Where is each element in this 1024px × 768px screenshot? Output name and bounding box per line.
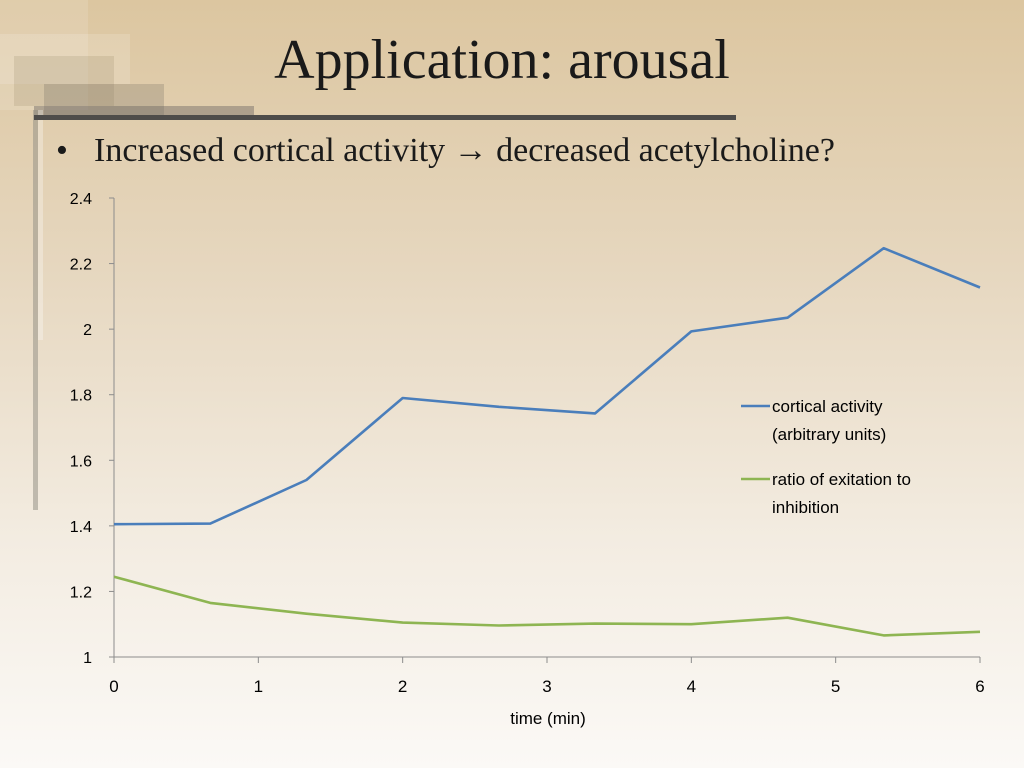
title-underline — [34, 115, 736, 120]
x-tick-label: 4 — [687, 677, 696, 696]
y-tick-label: 1.4 — [70, 519, 92, 536]
y-tick-label: 1.8 — [70, 388, 92, 405]
vertical-decoration — [33, 110, 38, 510]
bullet-point: • Increased cortical activity → decreased… — [56, 132, 835, 170]
y-tick-label: 1.2 — [70, 584, 92, 601]
corner-decoration — [0, 34, 130, 84]
corner-decoration — [0, 0, 88, 110]
x-axis-label: time (min) — [510, 709, 586, 728]
series-line-cortical-activity — [113, 246, 981, 526]
bullet-dot: • — [56, 132, 68, 169]
y-tick-label: 2 — [83, 322, 92, 339]
corner-decoration — [44, 84, 164, 116]
legend-label: (arbitrary units) — [772, 425, 886, 444]
corner-decoration — [14, 56, 114, 106]
x-tick-label: 2 — [398, 677, 407, 696]
y-tick-label: 1.6 — [70, 453, 92, 470]
chart-legend: cortical activity (arbitrary units) ratio … — [741, 397, 911, 517]
legend-label: cortical activity — [772, 397, 883, 416]
x-tick-label: 0 — [109, 677, 118, 696]
y-tick-label: 2.2 — [70, 257, 92, 274]
y-tick-label: 1 — [83, 650, 92, 667]
x-tick-label: 5 — [831, 677, 840, 696]
legend-label: inhibition — [772, 498, 839, 517]
chart-axes: 11.21.41.61.822.22.40 1 2 3 4 5 6 — [70, 191, 985, 696]
x-tick-label: 1 — [254, 677, 263, 696]
bullet-text: Increased cortical activity → decreased … — [94, 132, 835, 169]
x-tick-label: 3 — [542, 677, 551, 696]
legend-label: ratio of exitation to — [772, 470, 911, 489]
corner-decoration — [34, 106, 254, 116]
slide-title: Application: arousal — [274, 29, 730, 91]
y-tick-label: 2.4 — [70, 191, 92, 208]
chart-series — [113, 246, 981, 637]
vertical-decoration — [38, 110, 43, 340]
series-line-excitation-inhibition-ratio — [113, 575, 981, 637]
x-tick-label: 6 — [975, 677, 984, 696]
